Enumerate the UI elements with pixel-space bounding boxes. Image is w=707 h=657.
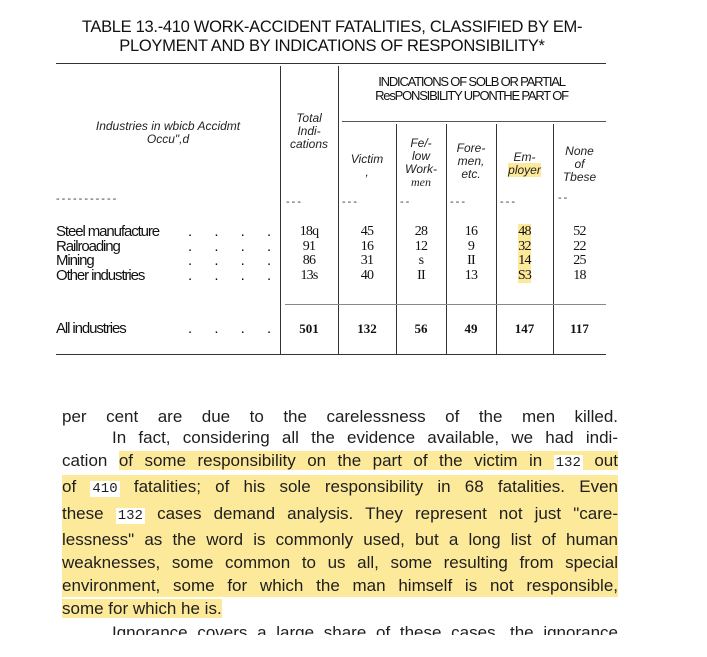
group-header-rule bbox=[342, 121, 606, 122]
group-header-line-2: ResPONSIBILITY UPONTHE PART OF bbox=[375, 88, 569, 103]
header-foremen: Fore-men, etc. bbox=[456, 141, 486, 181]
leader-dots: . . . . bbox=[188, 237, 272, 255]
leader-dashes: --- bbox=[342, 196, 359, 208]
table-cell: 18 bbox=[573, 267, 586, 283]
leader-dashes: -- bbox=[558, 192, 570, 204]
table-title-line-1: TABLE 13.-410 WORK-ACCIDENT FATALITIES, … bbox=[81, 18, 583, 36]
text-line: weaknesses, some common to us all, some … bbox=[62, 551, 618, 575]
text-line: environment, some for which the man hims… bbox=[62, 574, 618, 598]
group-header-line-1: INDICATIONS OF SOLB OR PARTIAL bbox=[378, 74, 566, 89]
header-none-of-these: None of Tbese bbox=[562, 144, 597, 184]
leader-dashes: -- bbox=[400, 196, 412, 208]
table-cell: 22 bbox=[573, 238, 586, 254]
table-cell: 25 bbox=[573, 253, 586, 268]
leader-dots: . . . . bbox=[188, 252, 272, 269]
table-cell: 13s bbox=[300, 267, 318, 283]
table-cell: 45 bbox=[360, 224, 374, 239]
total-cell: 132 bbox=[357, 321, 377, 336]
column-divider bbox=[496, 124, 497, 354]
table-cell: S3 bbox=[517, 267, 532, 283]
table-title-line-2: PLOYMENT AND BY INDICATIONS OF RESPONSIB… bbox=[119, 37, 545, 55]
stub-header-line: Occu",d bbox=[146, 132, 190, 146]
table-cell: II bbox=[467, 253, 476, 268]
total-row-label: All industries bbox=[56, 320, 127, 337]
table-cell: 14 bbox=[518, 253, 532, 268]
total-cell: 49 bbox=[464, 321, 478, 336]
column-divider bbox=[396, 124, 397, 354]
leader-dots: . . . . bbox=[188, 320, 272, 337]
total-rule bbox=[285, 304, 606, 305]
stub-divider bbox=[280, 66, 281, 354]
total-cell: 117 bbox=[570, 321, 589, 336]
column-divider bbox=[338, 66, 339, 354]
table-cell: 13 bbox=[464, 267, 478, 283]
column-divider bbox=[446, 124, 447, 354]
text-line: In fact, considering all the evidence av… bbox=[112, 428, 618, 447]
body-paragraph: per cent are due to the carelessness of … bbox=[62, 405, 618, 635]
header-victim: Victim, bbox=[350, 152, 384, 179]
table-cell: 48 bbox=[518, 224, 532, 239]
leader-dots: . . . . bbox=[188, 223, 272, 240]
text-line: some for which he is. bbox=[62, 599, 222, 619]
total-cell: 56 bbox=[414, 321, 428, 336]
table-cell: 16 bbox=[360, 238, 374, 254]
table-cell: 91 bbox=[302, 238, 316, 254]
header-total-indications: Total Indi-cations bbox=[289, 111, 329, 151]
table-cell: s bbox=[418, 253, 424, 268]
row-label: Railroading bbox=[56, 237, 121, 255]
table-cell: 18q bbox=[299, 224, 319, 239]
table-cell: 12 bbox=[414, 238, 428, 254]
table-cell: 31 bbox=[360, 253, 374, 268]
leader-dots: . . . . bbox=[188, 266, 272, 284]
table-cell: 28 bbox=[414, 224, 428, 239]
table-cell: 52 bbox=[573, 224, 586, 239]
table-bottom-rule bbox=[56, 354, 606, 355]
table-cell: 40 bbox=[360, 267, 374, 283]
total-cell: 501 bbox=[299, 321, 319, 336]
text-line: of 410 fatalities; of his sole responsib… bbox=[62, 475, 618, 502]
column-divider bbox=[553, 124, 554, 354]
table-cell: 16 bbox=[464, 224, 478, 239]
leader-dashes: --- bbox=[286, 196, 303, 208]
text-line: per cent are due to the carelessness of … bbox=[62, 407, 618, 426]
row-label: Steel manufacture bbox=[56, 223, 160, 240]
leader-dashes: ----------- bbox=[56, 193, 119, 205]
text-line: lessness" as the word is commonly used, … bbox=[62, 527, 618, 552]
header-employer: Em-ployer bbox=[508, 150, 541, 177]
header-fellow-workmen: Fe/- low Work-men bbox=[405, 136, 437, 189]
row-label: Mining bbox=[56, 252, 95, 269]
table-cell: II bbox=[417, 267, 426, 283]
table-top-rule bbox=[56, 63, 606, 64]
table-cell: 9 bbox=[467, 238, 475, 254]
text-line: Ignorance covers a large share of these … bbox=[112, 622, 618, 635]
stub-header-line: Industries in wbicb Accidmt bbox=[95, 119, 241, 133]
row-label: Other industries bbox=[56, 266, 145, 284]
leader-dashes: --- bbox=[450, 196, 467, 208]
stub-header: Industries in wbicb Accidmt Occu",d bbox=[56, 120, 280, 146]
text-line: these 132 cases demand analysis. They re… bbox=[62, 501, 618, 528]
table-cell: 86 bbox=[302, 253, 316, 268]
text-line: cation of some responsibility on the par… bbox=[62, 451, 618, 472]
table-cell: 32 bbox=[518, 238, 532, 254]
leader-dashes: --- bbox=[500, 196, 517, 208]
total-cell: 147 bbox=[514, 321, 535, 336]
